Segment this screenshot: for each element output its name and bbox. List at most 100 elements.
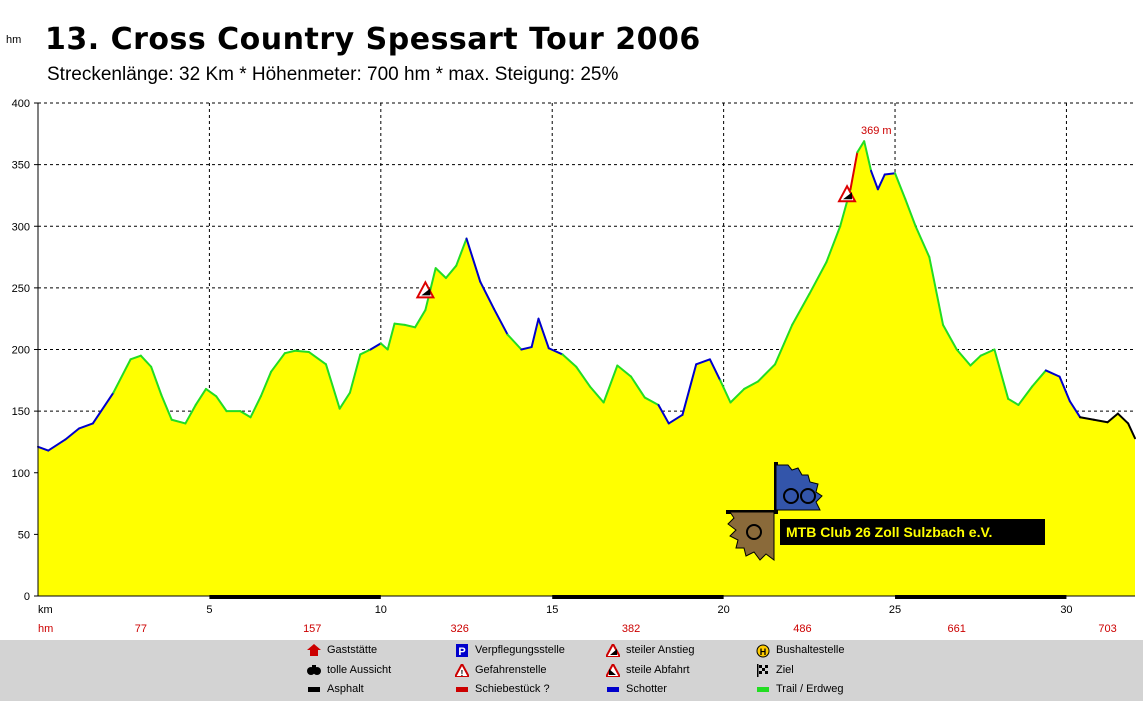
- elevation-segment: [1106, 412, 1119, 424]
- x-tick-labels: km 5 10 15 20 25 30: [38, 604, 1073, 616]
- baseline-bar: [552, 595, 724, 599]
- elevation-segment: [64, 427, 81, 441]
- y-tick-label: 300: [12, 221, 30, 233]
- elevation-segment: [876, 173, 886, 191]
- elevation-segment: [479, 280, 495, 310]
- legend-item-gaststaette: Gaststätte: [307, 644, 377, 656]
- legend-item-asphalt: Asphalt: [307, 683, 364, 695]
- elevation-segment: [1017, 385, 1034, 406]
- elevation-segment: [883, 172, 897, 176]
- legend-item-schiebestueck: Schiebestück ?: [455, 683, 550, 695]
- legend-item-gefahrenstelle: ! Gefahrenstelle: [453, 661, 547, 678]
- elevation-segment: [259, 370, 273, 398]
- hm-label: 382: [622, 623, 640, 635]
- schotter-icon: [606, 683, 620, 695]
- gefahrenstelle-icon: !: [453, 661, 471, 678]
- x-tick-label: 20: [718, 604, 730, 616]
- legend-item-aussicht: tolle Aussicht: [307, 664, 391, 676]
- elevation-segment: [904, 198, 917, 228]
- schiebestueck-icon: [455, 683, 469, 695]
- elevation-segment: [393, 322, 406, 326]
- elevation-segment: [47, 438, 67, 452]
- legend-label: Schiebestück ?: [475, 683, 550, 695]
- baseline-bar: [209, 595, 381, 599]
- elevation-segment: [1044, 369, 1061, 378]
- steiler-anstieg-marker: [415, 280, 436, 299]
- elevation-segment: [969, 354, 982, 367]
- elevation-segment: [338, 391, 351, 410]
- elevation-segment: [561, 353, 578, 368]
- svg-text:H: H: [760, 647, 767, 657]
- chart-subtitle: Streckenlänge: 32 Km * Höhenmeter: 700 h…: [47, 64, 619, 85]
- legend-label: steile Abfahrt: [626, 664, 690, 676]
- elevation-segment: [537, 317, 550, 350]
- elevation-segment: [743, 380, 759, 390]
- x-tick-label: 25: [889, 604, 901, 616]
- asphalt-icon: [307, 683, 321, 695]
- hm-label: 486: [793, 623, 811, 635]
- legend-item-bushaltestelle: H Bushaltestelle: [756, 644, 845, 658]
- hm-label: 661: [948, 623, 966, 635]
- elevation-segment: [681, 363, 698, 416]
- elevation-segment: [547, 347, 564, 356]
- elevation-segment: [139, 354, 153, 368]
- x-tick-label: 30: [1060, 604, 1072, 616]
- elevation-segment: [1116, 412, 1130, 425]
- y-tick-label: 200: [12, 345, 30, 357]
- elevation-segment: [1068, 400, 1082, 419]
- elevation-segment: [863, 140, 873, 172]
- y-unit-label: hm: [6, 34, 22, 46]
- hm-labels: hm 77 157 326 382 486 661 703: [38, 623, 1117, 635]
- chart-title: 13. Cross Country Spessart Tour 2006: [45, 22, 701, 57]
- club-logo: MTB Club 26 Zoll Sulzbach e.V.: [726, 462, 1046, 562]
- elevation-segment: [1092, 418, 1109, 424]
- elevation-segment: [602, 364, 619, 404]
- gaststaette-icon: [307, 644, 321, 656]
- elevation-segment: [369, 342, 382, 351]
- elevation-segment: [825, 225, 842, 263]
- legend-label: Verpflegungsstelle: [475, 644, 565, 656]
- elevation-segment: [204, 387, 218, 398]
- elevation-segment: [465, 237, 482, 283]
- hm-label: 703: [1098, 623, 1116, 635]
- elevation-segment: [455, 237, 468, 267]
- legend-label: tolle Aussicht: [327, 664, 392, 676]
- y-tick-label: 50: [18, 529, 30, 541]
- route-markers: [415, 184, 857, 299]
- aussicht-icon: [307, 664, 321, 676]
- legend-label: steiler Anstieg: [626, 644, 695, 656]
- elevation-segment: [91, 391, 115, 425]
- peak-label: 369 m: [861, 125, 892, 137]
- hm-label: 157: [303, 623, 321, 635]
- elevation-segment: [520, 346, 533, 351]
- elevation-segment: [630, 375, 646, 399]
- verpflegung-icon: P: [455, 644, 469, 658]
- elevation-segment: [643, 396, 660, 406]
- legend-item-steiler-anstieg: steiler Anstieg: [604, 641, 695, 658]
- elevation-segment: [1079, 416, 1095, 421]
- elevation-segment: [215, 395, 228, 413]
- elevation-segment: [150, 365, 163, 397]
- elevation-segment: [616, 364, 633, 378]
- elevation-segment: [856, 140, 866, 154]
- svg-text:!: !: [461, 669, 464, 677]
- elevation-segment: [657, 403, 670, 425]
- trail-icon: [756, 683, 770, 695]
- elevation-segment: [774, 323, 794, 366]
- legend-item-trail: Trail / Erdweg: [756, 683, 843, 695]
- elevation-segment: [1031, 369, 1047, 388]
- legend-label: Ziel: [776, 664, 794, 676]
- hm-label: 77: [135, 623, 147, 635]
- elevation-segment: [403, 323, 417, 329]
- y-tick-label: 350: [12, 160, 30, 172]
- hm-axis-label: hm: [38, 623, 53, 635]
- elevation-segment: [307, 350, 327, 366]
- elevation-segment: [914, 225, 931, 259]
- x-tick-label: 10: [375, 604, 387, 616]
- elevation-segment: [729, 387, 746, 404]
- elevation-segment: [78, 422, 94, 430]
- marker-slope: [843, 192, 853, 200]
- elevation-segment: [708, 358, 722, 382]
- elevation-segment: [424, 267, 437, 312]
- svg-text:P: P: [458, 646, 465, 657]
